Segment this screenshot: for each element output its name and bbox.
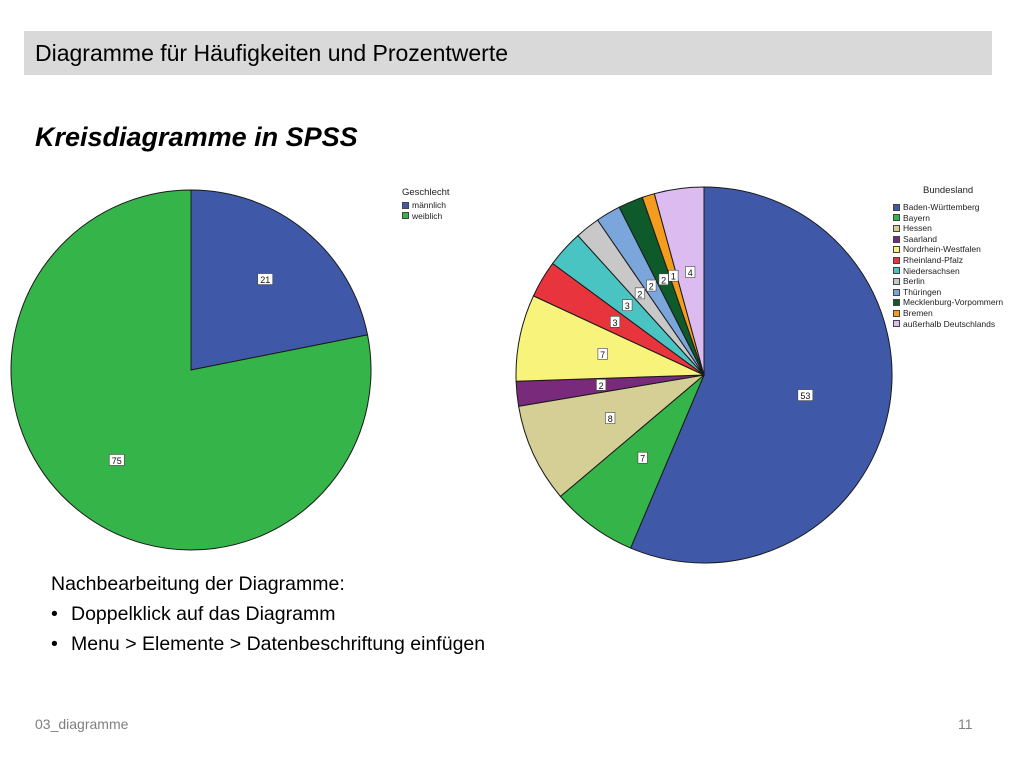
- notes: Nachbearbeitung der Diagramme: • Doppelkl…: [51, 569, 485, 659]
- list-item: • Menu > Elemente > Datenbeschriftung ein…: [51, 629, 485, 659]
- data-label: 2: [637, 289, 642, 299]
- data-label-box: [668, 269, 679, 282]
- legend-swatch: [893, 267, 900, 275]
- slide-title: Kreisdiagramme in SPSS: [35, 122, 358, 152]
- legend-title: Geschlecht: [402, 187, 450, 198]
- page-number: 11: [958, 716, 973, 732]
- data-label: 7: [640, 454, 645, 464]
- pie-slice[interactable]: [518, 374, 706, 498]
- header-title: Diagramme für Häufigkeiten und Prozentwe…: [35, 39, 509, 66]
- legend-label: Hessen: [903, 223, 932, 234]
- pie-chart-geschlecht[interactable]: 21 75: [0, 180, 380, 560]
- legend-swatch: [893, 203, 900, 211]
- data-label-box: [797, 389, 814, 401]
- legend-bundesland: Bundesland Baden-Württemberg Bayern Hessen…: [893, 185, 1003, 329]
- data-label: 2: [649, 282, 654, 292]
- legend-label: Bremen: [903, 307, 933, 318]
- pie-slice[interactable]: [190, 189, 369, 371]
- data-label: 2: [599, 381, 604, 391]
- legend-swatch: [893, 246, 900, 254]
- notes-list: • Doppelklick auf das Diagramm • Menu > El…: [51, 599, 485, 659]
- footer-label: 03_diagramme: [35, 716, 129, 732]
- legend-swatch: [893, 224, 900, 232]
- data-label: 7: [600, 350, 605, 360]
- data-label: 75: [112, 456, 122, 466]
- notes-heading: Nachbearbeitung der Diagramme:: [51, 573, 345, 595]
- legend-item: männlich: [402, 200, 450, 211]
- bullet-icon: •: [51, 603, 58, 625]
- legend-label: Nordrhein-Westfalen: [903, 244, 981, 255]
- data-label-box: [634, 287, 645, 300]
- data-label-box: [685, 266, 696, 278]
- legend-label: Saarland: [903, 233, 938, 244]
- legend-swatch: [893, 309, 900, 317]
- data-label: 8: [608, 414, 613, 424]
- legend-item: Niedersachsen: [893, 266, 1003, 277]
- legend-item: Berlin: [893, 276, 1003, 287]
- legend-swatch: [402, 212, 409, 220]
- legend-item: Nordrhein-Westfalen: [893, 244, 1003, 255]
- legend-label: Baden-Württemberg: [903, 202, 980, 212]
- legend-title: Bundesland: [923, 185, 974, 196]
- legend-swatch: [893, 214, 900, 222]
- legend-geschlecht: Geschlecht männlich weiblich: [402, 187, 450, 221]
- legend-swatch: [893, 277, 900, 285]
- legend-item: Bremen: [893, 308, 1003, 319]
- data-label: 3: [613, 318, 618, 328]
- data-label-box: [609, 316, 621, 328]
- data-label-box: [597, 348, 608, 360]
- list-item: • Doppelklick auf das Diagramm: [51, 599, 485, 629]
- data-label-box: [605, 412, 616, 424]
- data-label-box: [257, 273, 274, 285]
- legend-label: männlich: [412, 200, 447, 210]
- pie-slice[interactable]: [653, 186, 705, 376]
- legend-swatch: [893, 235, 900, 243]
- header-bar: Diagramme für Häufigkeiten und Prozentwe…: [24, 31, 992, 75]
- legend-item: außerhalb Deutschlands: [893, 319, 1003, 330]
- bullet-icon: •: [51, 633, 58, 655]
- legend-label: Niedersachsen: [903, 265, 960, 276]
- legend-item: Rheinland-Pfalz: [893, 255, 1003, 266]
- legend-label: weiblich: [412, 210, 443, 221]
- legend-item: Saarland: [893, 234, 1003, 245]
- data-label-box: [596, 379, 607, 391]
- list-item-text: Menu > Elemente > Datenbeschriftung einf…: [71, 633, 486, 655]
- data-label: 3: [625, 301, 630, 311]
- data-label: 4: [688, 268, 693, 278]
- legend-label: Mecklenburg-Vorpommern: [903, 297, 1004, 308]
- data-label-box: [108, 454, 125, 466]
- legend-label: Thüringen: [903, 286, 942, 297]
- legend-swatch: [893, 320, 900, 328]
- legend-swatch: [402, 201, 409, 209]
- legend-label: Bayern: [903, 212, 930, 223]
- legend-swatch: [893, 288, 900, 296]
- list-item-text: Doppelklick auf das Diagramm: [71, 603, 336, 625]
- data-label: 2: [661, 275, 666, 285]
- legend-label: Rheinland-Pfalz: [903, 254, 964, 265]
- legend-item: Hessen: [893, 223, 1003, 234]
- data-label: 53: [800, 391, 810, 401]
- legend-item: Thüringen: [893, 287, 1003, 298]
- legend-item: Bayern: [893, 213, 1003, 224]
- data-label: 1: [671, 272, 676, 282]
- data-label-box: [637, 451, 648, 464]
- data-label: 21: [260, 275, 270, 285]
- data-label-box: [646, 279, 657, 292]
- pie-slice[interactable]: [629, 186, 893, 564]
- legend-label: außerhalb Deutschlands: [903, 318, 996, 329]
- legend-item: Baden-Württemberg: [893, 202, 1003, 213]
- data-label-box: [622, 299, 633, 311]
- legend-item: weiblich: [402, 211, 450, 222]
- pie-slice[interactable]: [10, 189, 372, 551]
- legend-item: Mecklenburg-Vorpommern: [893, 297, 1003, 308]
- legend-swatch: [893, 256, 900, 264]
- legend-label: Berlin: [903, 276, 925, 287]
- legend-swatch: [893, 299, 900, 307]
